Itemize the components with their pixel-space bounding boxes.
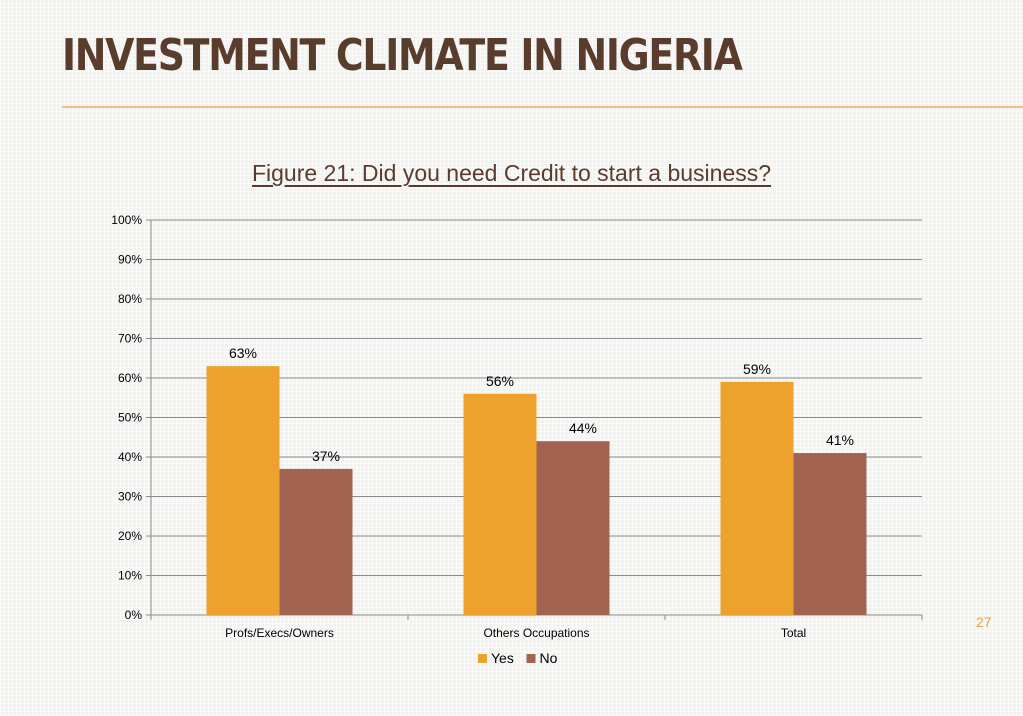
y-tick-label: 0% — [125, 608, 143, 622]
legend[interactable]: Yes No — [478, 650, 558, 666]
y-tick-label: 40% — [118, 450, 142, 464]
data-labels: 63% 37% 56% 44% 59% 41% — [229, 345, 854, 464]
y-tick-label: 10% — [118, 569, 142, 583]
bar-no-3 — [793, 453, 867, 615]
y-tick-label: 30% — [118, 490, 142, 504]
title-divider — [62, 106, 1023, 108]
y-tick-label: 80% — [118, 292, 142, 306]
data-label-yes: 63% — [229, 345, 257, 361]
y-tick-label: 60% — [118, 371, 142, 385]
slide-title: INVESTMENT CLIMATE IN NIGERIA — [62, 30, 743, 81]
x-category-label: Profs/Execs/Owners — [225, 626, 334, 640]
bar-yes-2 — [463, 393, 537, 615]
x-category-label: Total — [781, 626, 806, 640]
bar-yes-3 — [720, 381, 794, 615]
y-tick-label: 100% — [111, 213, 142, 227]
data-label-yes: 59% — [743, 361, 771, 377]
legend-label-no: No — [540, 650, 558, 666]
legend-swatch-yes — [478, 654, 487, 663]
chart-title: Figure 21: Did you need Credit to start … — [251, 160, 772, 186]
y-tick-label: 90% — [118, 253, 142, 267]
bar-no-2 — [536, 441, 610, 615]
bars — [206, 366, 867, 615]
legend-swatch-no — [526, 654, 536, 663]
bar-no-1 — [279, 468, 353, 615]
bar-yes-1 — [206, 366, 280, 615]
data-label-yes: 56% — [486, 373, 514, 389]
page-number: 27 — [976, 614, 992, 630]
y-tick-label: 70% — [118, 332, 142, 346]
y-tick-label: 20% — [118, 529, 142, 543]
data-label-no: 41% — [826, 432, 854, 448]
data-label-no: 37% — [312, 448, 340, 464]
axes: 0% 10% 20% 30% 40% 50% 60% 70% 80% 90% 100% Profs/E… — [111, 213, 923, 640]
data-label-no: 44% — [569, 420, 597, 436]
y-tick-label: 50% — [118, 411, 142, 425]
x-category-label: Others Occupations — [483, 626, 589, 640]
legend-label-yes: Yes — [491, 650, 514, 666]
